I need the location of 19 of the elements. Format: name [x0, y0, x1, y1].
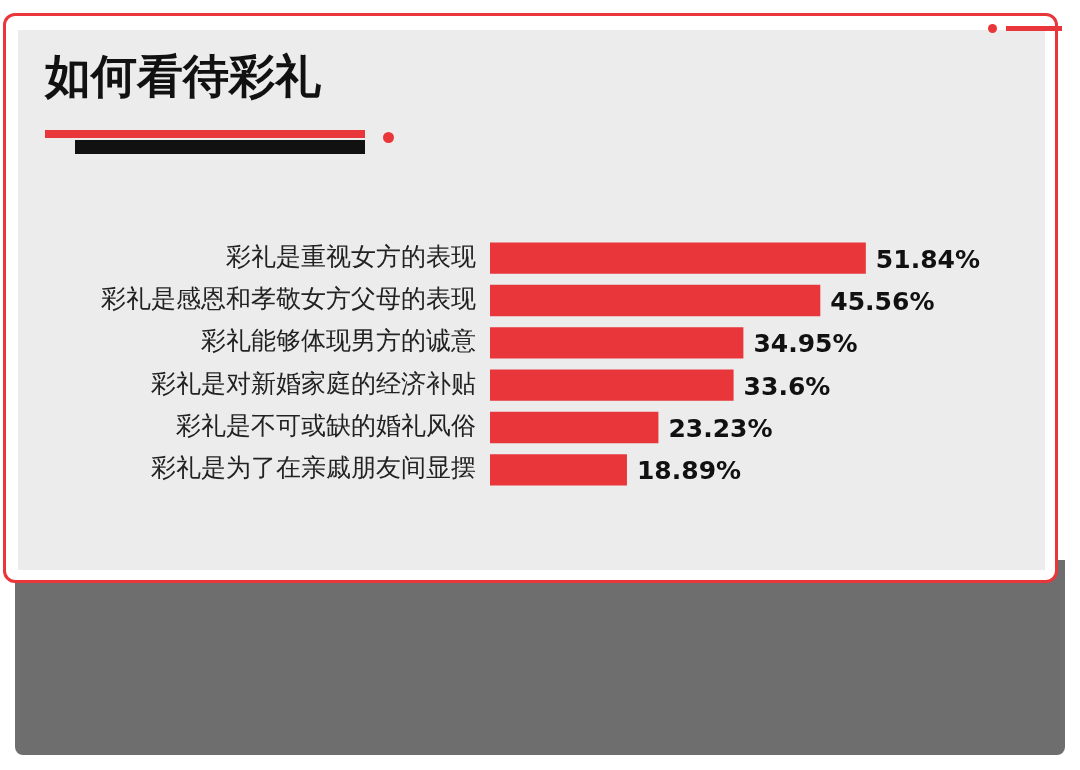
y-tick-label: 彩礼是为了在亲戚朋友间显摆 [151, 453, 476, 483]
data-label: 34.95% [753, 329, 858, 359]
bar [490, 454, 627, 486]
data-label: 51.84% [875, 244, 980, 274]
bar [490, 369, 734, 401]
data-label: 18.89% [636, 456, 742, 486]
y-tick-label: 彩礼是对新婚家庭的经济补贴 [151, 368, 476, 398]
bar [490, 411, 659, 444]
y-tick-label: 彩礼是重视女方的表现 [226, 241, 476, 271]
data-label: 23.23% [668, 414, 773, 443]
bar [490, 242, 866, 274]
y-tick-label: 彩礼是不可或缺的婚礼风俗 [176, 411, 476, 440]
chart-title: 如何看待彩礼 [45, 48, 321, 105]
y-tick-label: 彩礼是感恩和孝敬女方父母的表现 [101, 284, 476, 313]
y-tick-label: 彩礼能够体现男方的诚意 [201, 326, 476, 356]
bar [490, 284, 821, 317]
data-label: 45.56% [830, 287, 935, 316]
data-label: 33.6% [743, 371, 831, 401]
bar [490, 327, 744, 359]
